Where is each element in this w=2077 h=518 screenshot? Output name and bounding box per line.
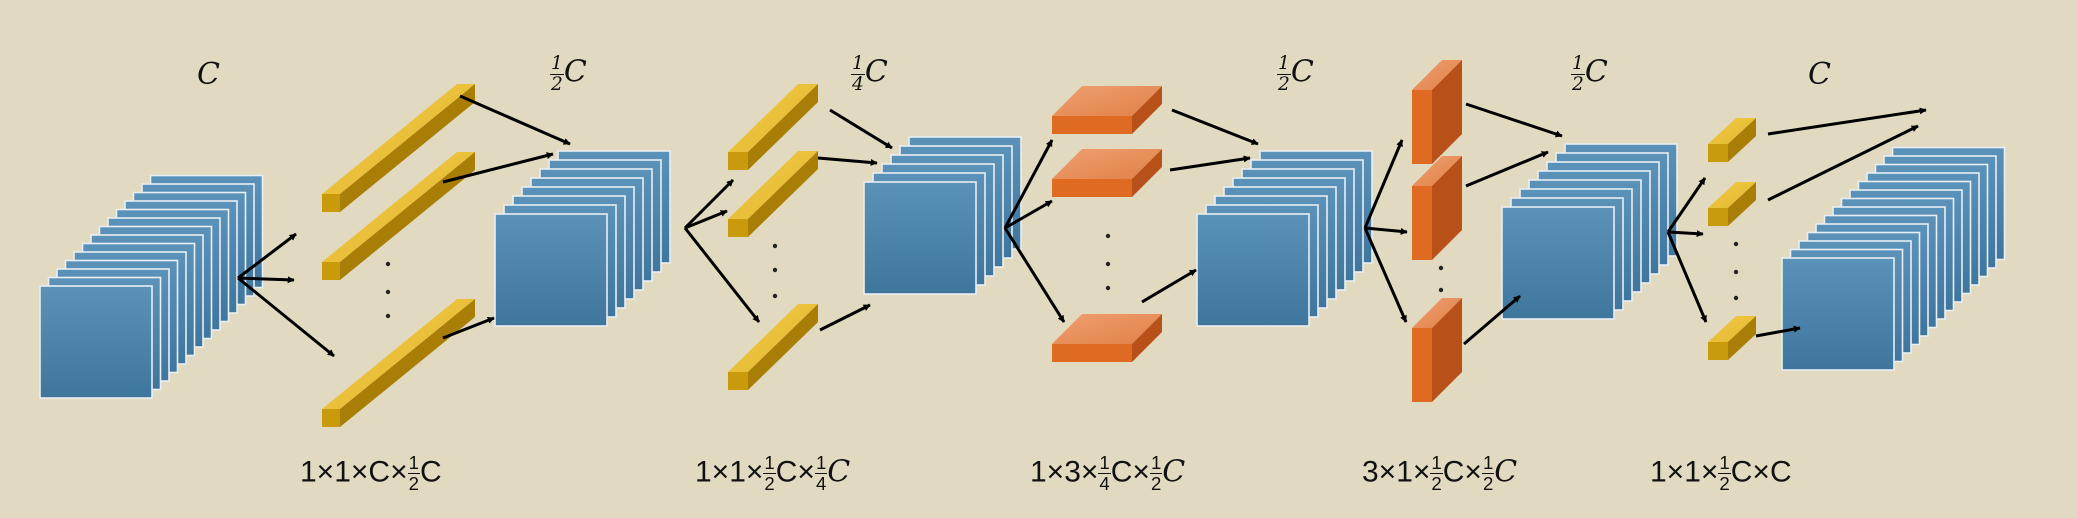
arrow <box>683 178 735 230</box>
arrow <box>1755 325 1801 338</box>
arrow <box>1465 150 1549 188</box>
kernel-1x1-quarter <box>728 151 818 237</box>
ellipsis-dot <box>772 243 778 249</box>
arrow <box>1003 227 1066 323</box>
kernel-1x1-expand <box>1708 182 1756 226</box>
ellipsis-dot <box>385 313 391 319</box>
kernel-3x1 <box>1412 60 1462 164</box>
input-feature-map-stack <box>39 174 264 399</box>
arrow <box>683 227 761 323</box>
output-feature-map-stack <box>1781 146 2006 371</box>
feature-map-layer <box>494 213 608 327</box>
ellipsis-dot <box>772 293 778 299</box>
arrow <box>1666 231 1708 323</box>
ellipsis-dot <box>772 267 778 273</box>
kernel-1x1-quarter <box>728 84 818 170</box>
ellipsis-dot <box>1733 295 1739 301</box>
arrow <box>819 303 871 332</box>
arrow <box>1465 102 1563 138</box>
arrow <box>1767 107 1927 136</box>
arrow <box>829 108 893 150</box>
conv-kernels <box>322 60 1756 427</box>
kernel-3x1 <box>1412 298 1462 402</box>
channel-label-c-input: C <box>197 57 220 92</box>
ellipsis-dot <box>1105 261 1111 267</box>
kernel-label-1x1-quarter: 1×1× 1 2 C× 1 4 C <box>695 452 851 494</box>
arrow <box>1169 155 1251 172</box>
arrow <box>1767 124 1919 202</box>
kernel-1x1-expand <box>1708 316 1756 360</box>
feature-map-stack-4 <box>1196 150 1373 327</box>
kernel-1x1-quarter <box>728 304 818 390</box>
kernel-label-1x1-expand: 1×1× 1 2 C×C <box>1650 452 1792 494</box>
feature-map-layer <box>39 285 153 399</box>
arrows <box>237 94 1927 358</box>
arrow <box>1364 226 1408 235</box>
ellipsis-dot <box>1733 241 1739 247</box>
arrow <box>1141 268 1197 304</box>
ellipsis-dot <box>385 289 391 295</box>
channel-label-c-output: C <box>1808 57 1831 92</box>
arrow <box>1003 139 1054 229</box>
arrow <box>442 152 554 184</box>
feature-map-stack-2 <box>494 150 671 327</box>
kernel-1x1-reduce <box>322 299 475 427</box>
ellipsis-dots <box>385 233 1739 319</box>
arrow <box>1463 294 1521 346</box>
kernel-3x1 <box>1412 156 1462 260</box>
arrow <box>1171 108 1259 146</box>
arrow <box>237 276 295 284</box>
arrow <box>442 316 495 340</box>
arrow <box>459 94 571 146</box>
arrow <box>1004 199 1053 230</box>
kernel-label-1x1-reduce: 1×1×C× 1 2 C <box>300 452 442 494</box>
arrow <box>684 209 728 230</box>
kernel-1x3 <box>1052 86 1162 134</box>
feature-map-layer <box>1501 206 1615 320</box>
ellipsis-dot <box>1438 265 1444 271</box>
arrow <box>237 232 297 280</box>
ellipsis-dot <box>1438 287 1444 293</box>
kernel-1x3 <box>1052 149 1162 197</box>
kernel-label-1x3: 1×3× 1 4 C× 1 2 C <box>1030 452 1186 494</box>
ellipsis-dot <box>1105 285 1111 291</box>
kernel-1x1-reduce <box>322 152 475 280</box>
kernel-1x1-reduce <box>322 84 475 212</box>
feature-map-layer <box>1196 213 1310 327</box>
arrow <box>1363 227 1408 323</box>
kernel-label-3x1: 3×1× 1 2 C× 1 2 C <box>1362 452 1518 494</box>
arrow <box>1666 177 1707 233</box>
kernel-1x1-expand <box>1708 118 1756 162</box>
arrow <box>817 156 878 166</box>
feature-map-layer <box>1781 257 1895 371</box>
ellipsis-dot <box>1733 269 1739 275</box>
feature-map-layer <box>863 181 977 295</box>
ellipsis-dot <box>1105 233 1111 239</box>
arrow <box>1363 139 1404 229</box>
ellipsis-dot <box>385 261 391 267</box>
arrow <box>237 276 335 358</box>
feature-map-stack-5 <box>1501 143 1678 320</box>
arrow <box>1667 230 1704 238</box>
kernel-1x3 <box>1052 314 1162 362</box>
feature-map-stack-3 <box>863 136 1022 295</box>
